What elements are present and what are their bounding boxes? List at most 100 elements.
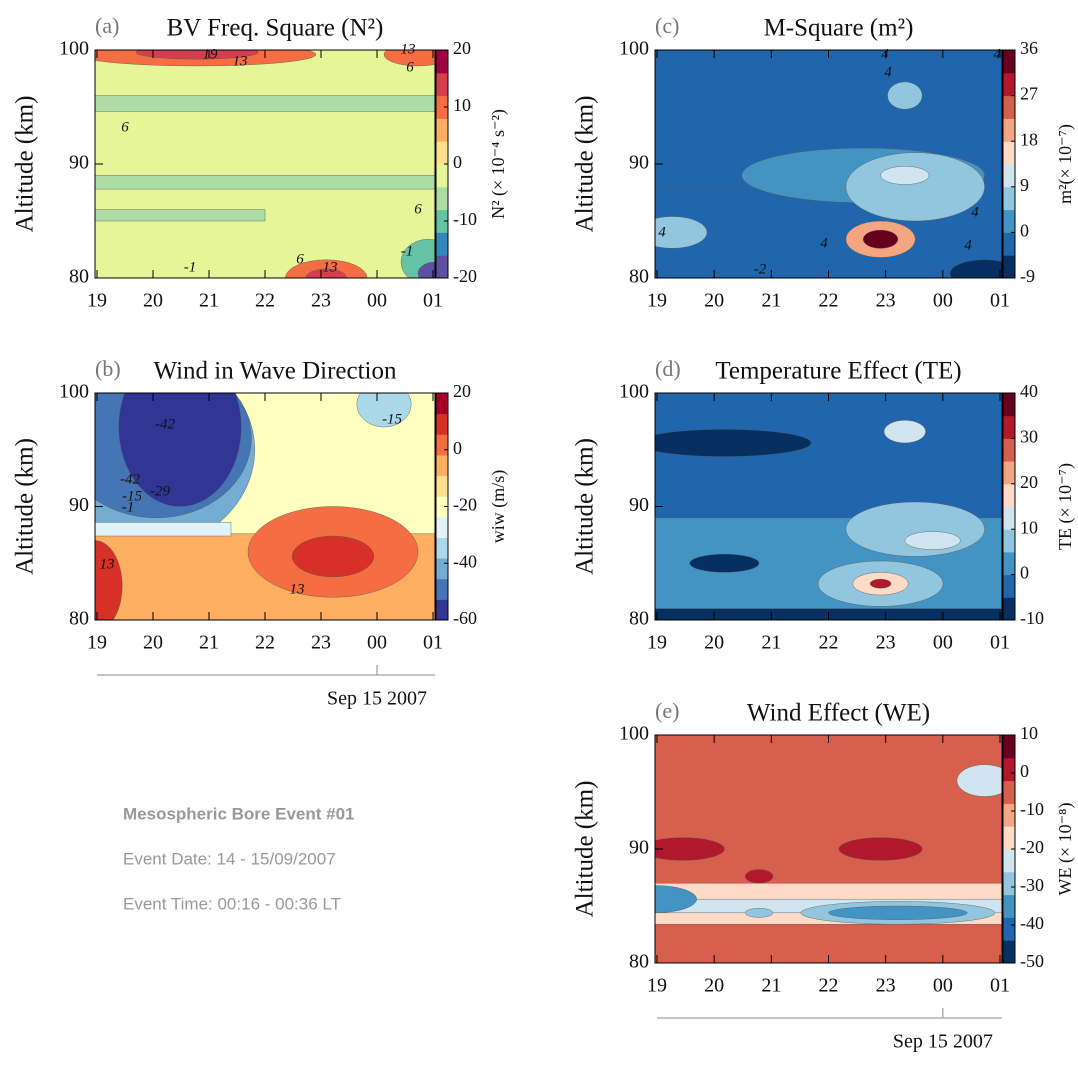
field-region (845, 152, 985, 222)
field-region (838, 837, 923, 861)
field-region (689, 553, 760, 573)
colorbar-level (1003, 917, 1015, 941)
colorbar-level (1003, 164, 1015, 188)
contour-label: 6 (414, 201, 422, 217)
date-label: Sep 15 2007 (893, 1031, 993, 1053)
colorbar-level (1003, 597, 1015, 621)
colorbar-level (1003, 551, 1015, 576)
x-tick-label: 00 (367, 290, 387, 312)
event-title: Mesospheric Bore Event #01 (123, 804, 354, 823)
colorbar-level (436, 255, 448, 279)
colorbar-level (436, 475, 448, 497)
x-tick-label: 21 (199, 290, 219, 312)
x-tick-label: 00 (933, 290, 953, 312)
colorbar-level (1003, 894, 1015, 918)
x-tick-label: 23 (876, 975, 896, 997)
field-region (887, 81, 923, 110)
x-tick-label: 00 (933, 632, 953, 654)
colorbar-level (1003, 438, 1015, 462)
chart-title: Wind Effect (WE) (747, 700, 930, 727)
field-region (655, 216, 708, 249)
colorbar-tick-label: -10 (453, 209, 477, 229)
colorbar-level (436, 232, 448, 256)
field-region (883, 420, 926, 444)
x-tick-label: 21 (199, 632, 219, 654)
field-region (135, 50, 259, 60)
contour-label: 4 (971, 204, 979, 220)
colorbar-tick-label: 30 (1020, 427, 1038, 447)
colorbar-level (1003, 849, 1015, 873)
colorbar-frame (1002, 49, 1016, 279)
contour-label: -15 (382, 411, 402, 427)
contour-label: 13 (100, 556, 115, 572)
field-base (95, 50, 435, 278)
colorbar-level (1003, 506, 1015, 530)
colorbar-tick-label: 27 (1020, 84, 1038, 104)
colorbar-label: WE (× 10⁻⁸) (1055, 803, 1076, 896)
field-region (745, 869, 774, 884)
colorbar-tick-label: 10 (1020, 723, 1038, 743)
colorbar-level (1003, 393, 1015, 417)
colorbar-level (436, 209, 448, 233)
colorbar-level (1003, 461, 1015, 485)
field-region (845, 501, 985, 557)
field-region (863, 229, 899, 249)
colorbar-tick-label: -40 (1020, 913, 1044, 933)
field-region (828, 905, 968, 920)
contour-label: -29 (150, 483, 170, 499)
colorbar-level (436, 516, 448, 538)
contour-label: -42 (155, 416, 175, 432)
colorbar-level (1003, 940, 1015, 964)
contour-label: 6 (121, 119, 129, 135)
colorbar-tick-label: -10 (1020, 799, 1044, 819)
event-date: Event Date: 14 - 15/09/2007 (123, 849, 336, 868)
colorbar-level (436, 599, 448, 621)
contour-field (655, 50, 1002, 278)
x-tick-label: 21 (761, 290, 781, 312)
event-time: Event Time: 00:16 - 00:36 LT (123, 894, 341, 913)
field-region (655, 429, 812, 457)
field-region (956, 764, 1002, 797)
colorbar-level (436, 50, 448, 74)
colorbar-level (1003, 803, 1015, 827)
contour-field (655, 735, 1002, 963)
field-region (95, 175, 435, 190)
field-region (95, 209, 266, 222)
colorbar-tick-label: -40 (453, 551, 477, 571)
y-tick-label: 80 (629, 266, 649, 288)
field-region (655, 885, 697, 914)
colorbar-tick-label: -20 (1020, 837, 1044, 857)
colorbar-level (436, 393, 448, 415)
colorbar-level (1003, 232, 1015, 256)
x-tick-label: 19 (87, 632, 107, 654)
colorbar-tick-label: 40 (1020, 381, 1038, 401)
colorbar-level (436, 164, 448, 188)
colorbar-tick-label: -20 (453, 495, 477, 515)
colorbar-tick-label: 10 (453, 95, 471, 115)
field-region (880, 166, 930, 185)
y-tick-label: 100 (619, 38, 649, 60)
colorbar-level (1003, 780, 1015, 804)
x-tick-label: 23 (311, 290, 331, 312)
x-tick-label: 01 (423, 632, 443, 654)
colorbar-level (1003, 757, 1015, 782)
contour-label: 19 (203, 46, 219, 62)
colorbar-level (436, 434, 448, 456)
y-tick-label: 90 (629, 494, 649, 516)
colorbar-level (1003, 118, 1015, 142)
x-tick-label: 19 (647, 632, 667, 654)
y-tick-label: 80 (629, 608, 649, 630)
contour-label: 4 (881, 46, 889, 62)
y-axis-label: Altitude (km) (572, 438, 599, 575)
y-axis-label: Altitude (km) (572, 781, 599, 918)
colorbar-level (1003, 255, 1015, 279)
panel-label: (e) (655, 698, 679, 723)
y-axis-label: Altitude (km) (12, 96, 39, 233)
x-tick-label: 23 (876, 632, 896, 654)
y-tick-label: 80 (629, 951, 649, 973)
field-region (292, 535, 375, 578)
x-tick-label: 19 (87, 290, 107, 312)
y-tick-label: 90 (69, 152, 89, 174)
colorbar-tick-label: -10 (1020, 608, 1044, 628)
x-tick-label: 00 (367, 632, 387, 654)
